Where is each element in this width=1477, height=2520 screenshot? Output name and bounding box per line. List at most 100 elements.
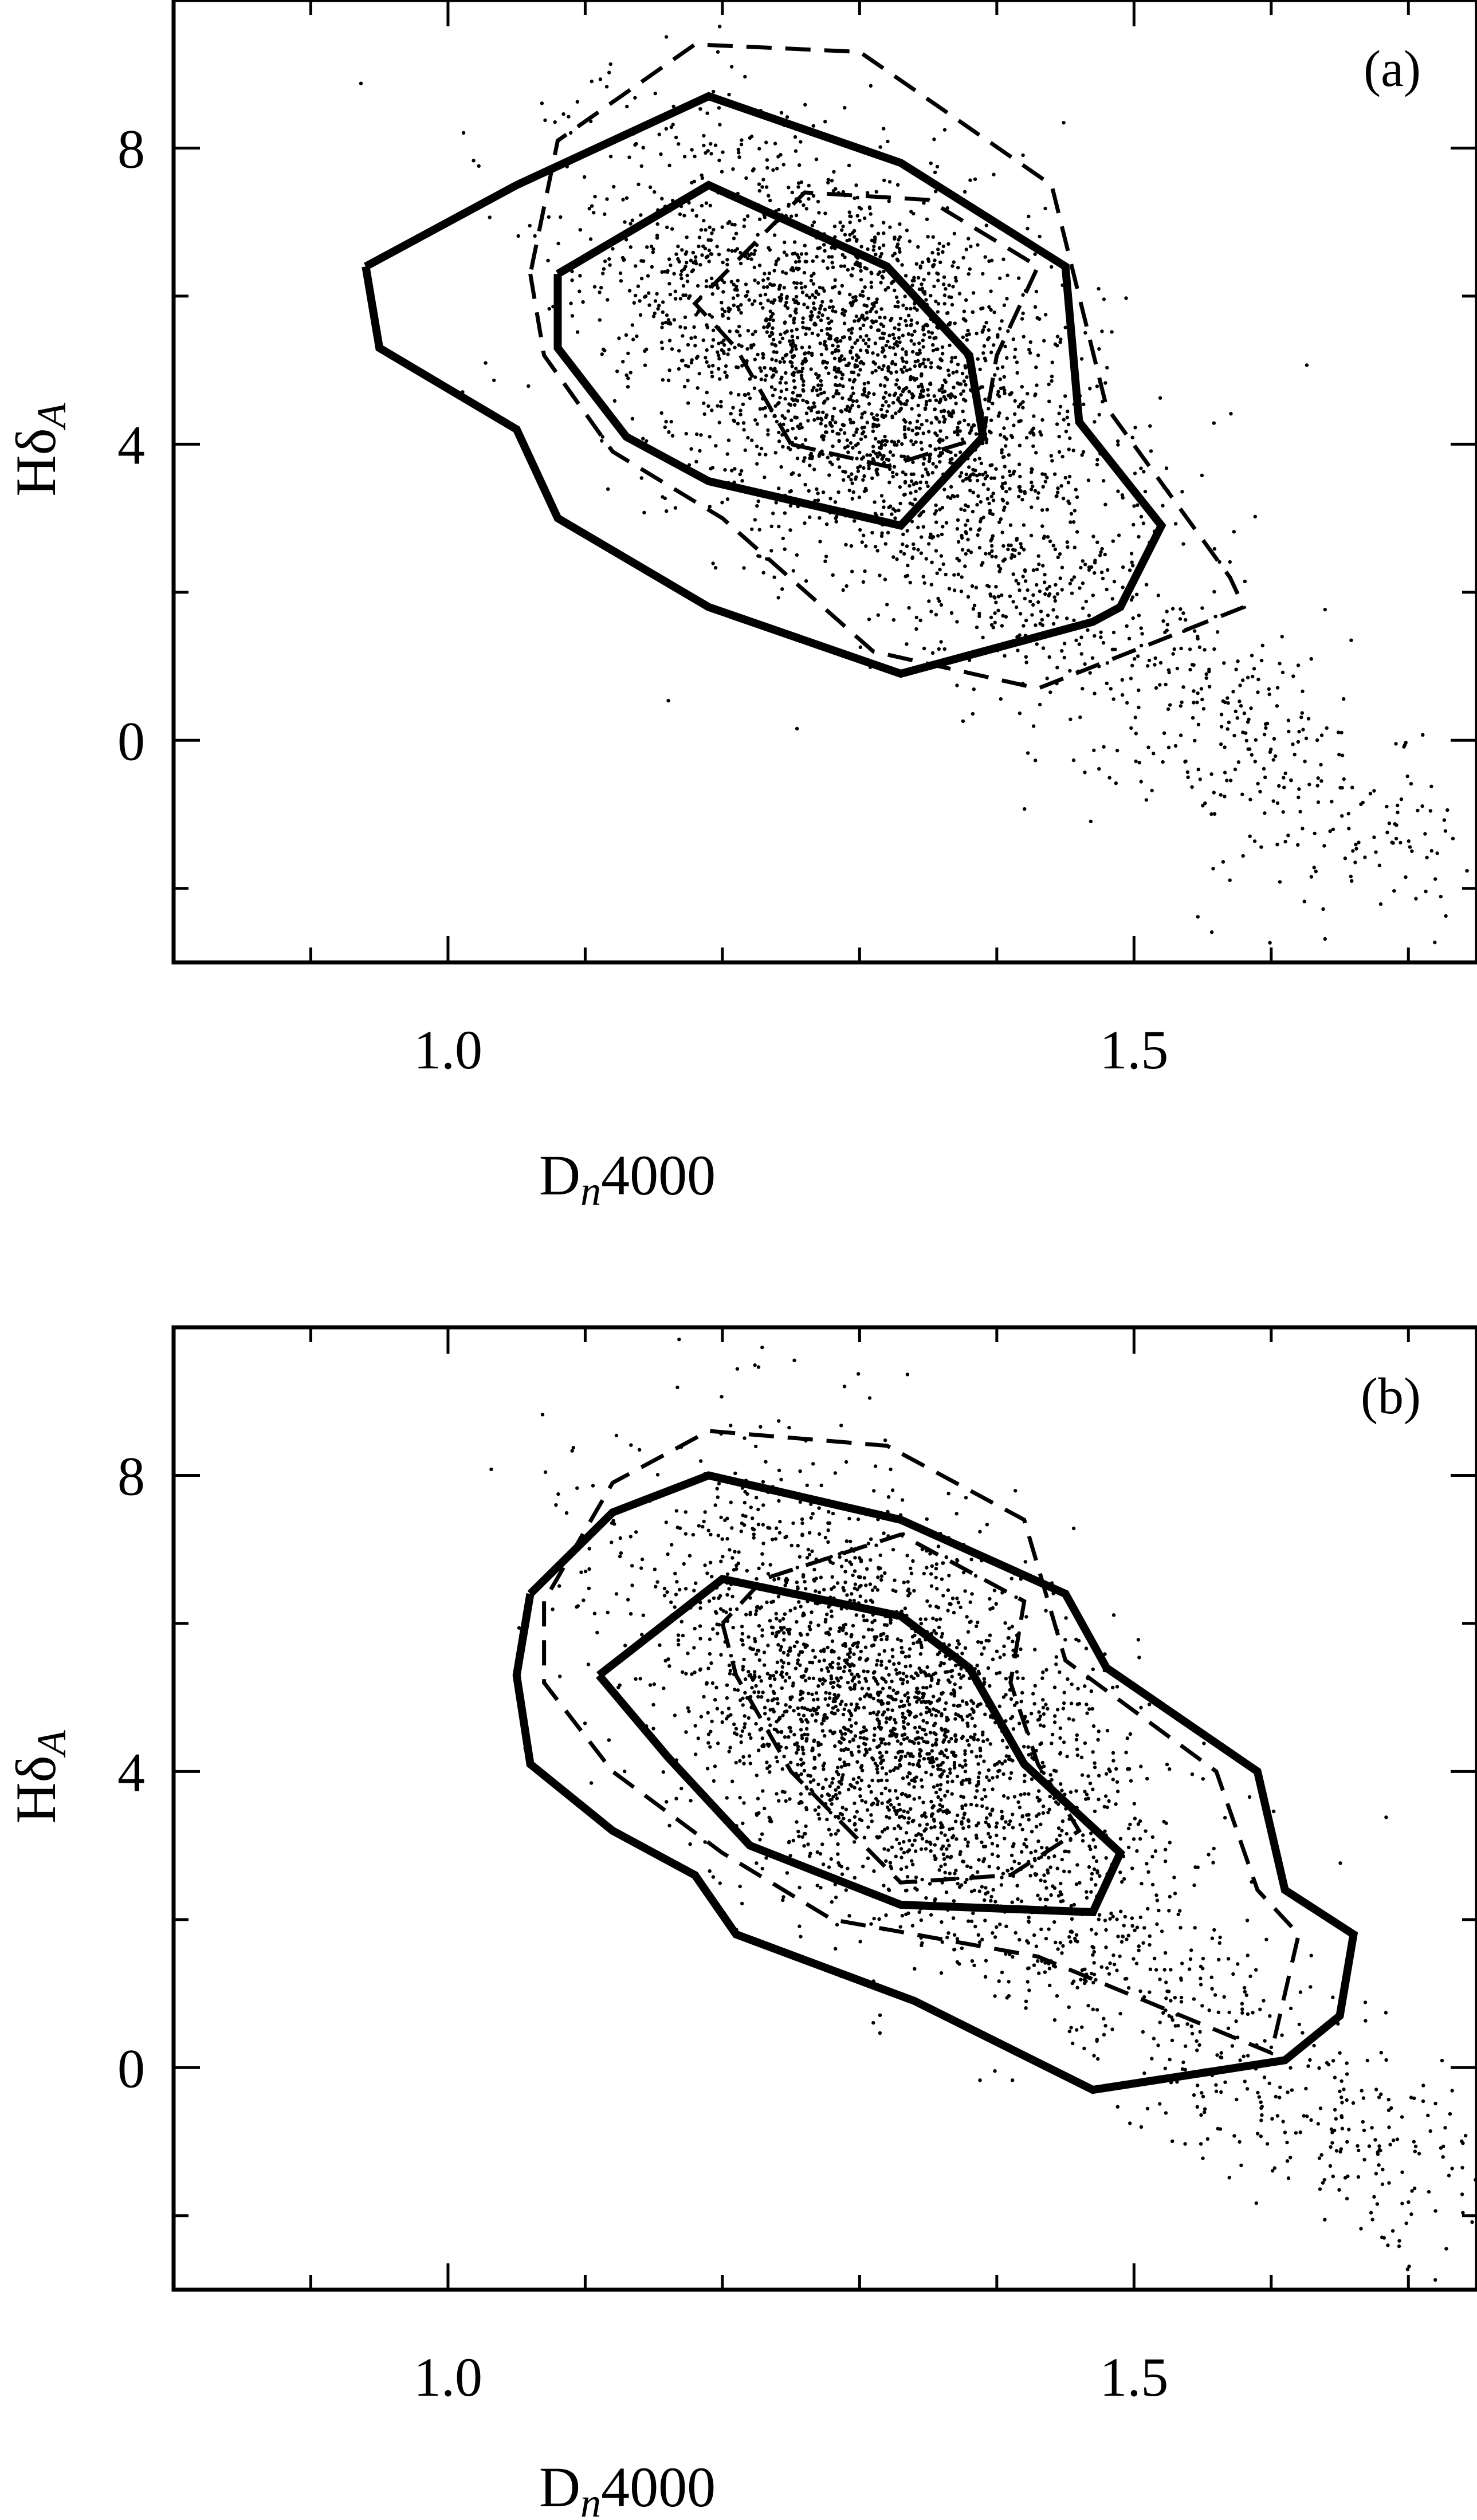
scatter-point [928,398,932,403]
scatter-point [802,270,807,275]
scatter-point [955,683,959,687]
scatter-point [991,1787,995,1791]
scatter-point [1019,542,1023,546]
scatter-point [926,388,930,392]
scatter-point [1023,490,1027,494]
scatter-point [949,360,953,364]
scatter-point [819,352,824,357]
scatter-point [905,1554,909,1558]
scatter-point [930,1564,934,1568]
scatter-point [634,293,638,298]
scatter-point [885,1634,889,1639]
scatter-point [930,331,934,335]
scatter-point [753,329,757,333]
scatter-point [763,1806,767,1810]
scatter-point [776,1701,780,1705]
scatter-point [725,1683,729,1687]
panel-label-a: (a) [1364,41,1421,97]
scatter-point [933,190,938,194]
scatter-point [995,1833,999,1838]
scatter-point [665,270,670,274]
scatter-point [940,506,945,510]
scatter-point [697,1524,701,1528]
scatter-point [870,412,874,416]
scatter-point [1058,1736,1062,1740]
scatter-point [1121,1935,1125,1939]
scatter-point [1028,599,1032,604]
scatter-point [669,263,673,268]
scatter-point [887,1788,892,1793]
scatter-point [892,465,897,469]
scatter-point [938,260,942,265]
scatter-point [946,368,950,372]
scatter-point [1165,610,1169,614]
scatter-point [1098,1874,1102,1878]
scatter-point [744,1613,748,1617]
scatter-point [794,149,798,153]
scatter-point [1140,1881,1144,1886]
scatter-point [830,179,834,183]
scatter-point [772,1578,776,1582]
scatter-point [990,1842,995,1846]
scatter-point [963,1759,967,1763]
scatter-point [1340,814,1344,818]
scatter-point [882,1847,886,1851]
scatter-point [842,1385,847,1389]
scatter-point [929,1799,933,1804]
scatter-point [897,238,901,242]
scatter-point [836,457,840,461]
scatter-point [638,299,642,303]
scatter-point [968,489,972,493]
scatter-point [779,153,783,157]
scatter-point [806,1547,811,1552]
scatter-point [790,364,794,368]
scatter-point [858,368,862,372]
scatter-point [812,386,816,390]
scatter-point [936,272,940,276]
scatter-point [1100,547,1104,551]
scatter-point [624,333,628,337]
scatter-point [778,381,783,385]
scatter-point [744,176,748,180]
scatter-point [879,281,883,285]
scatter-point [840,312,844,316]
scatter-point [711,561,715,565]
scatter-point [701,1524,705,1529]
scatter-point [620,255,625,260]
scatter-point [952,1947,957,1952]
scatter-point [699,228,704,232]
scatter-point [771,318,775,323]
scatter-point [973,1732,977,1736]
scatter-point [803,438,808,442]
y-tick-label: 0 [117,710,145,772]
scatter-point [917,1741,921,1745]
scatter-point [1022,1842,1026,1846]
scatter-point [765,1760,769,1764]
scatter-point [905,360,909,364]
scatter-point [763,414,768,418]
scatter-point [728,329,732,333]
scatter-point [853,1582,858,1586]
scatter-point [1098,553,1102,557]
scatter-point [1026,392,1030,396]
scatter-point [792,297,796,302]
scatter-point [1065,415,1070,419]
scatter-point [1031,603,1035,607]
scatter-point [1277,784,1281,788]
scatter-point [913,1849,918,1853]
scatter-point [699,1715,704,1719]
scatter-point [628,371,633,375]
scatter-point [749,345,753,349]
scatter-point [854,183,858,187]
scatter-point [1020,385,1024,389]
scatter-point [947,1574,951,1578]
scatter-point [966,328,970,333]
scatter-point [757,182,761,186]
scatter-point [710,292,715,296]
scatter-point [798,1924,802,1928]
scatter-point [882,221,886,225]
scatter-point [800,367,805,371]
scatter-point [811,1746,815,1750]
scatter-point [737,324,741,329]
scatter-point [830,1639,835,1644]
